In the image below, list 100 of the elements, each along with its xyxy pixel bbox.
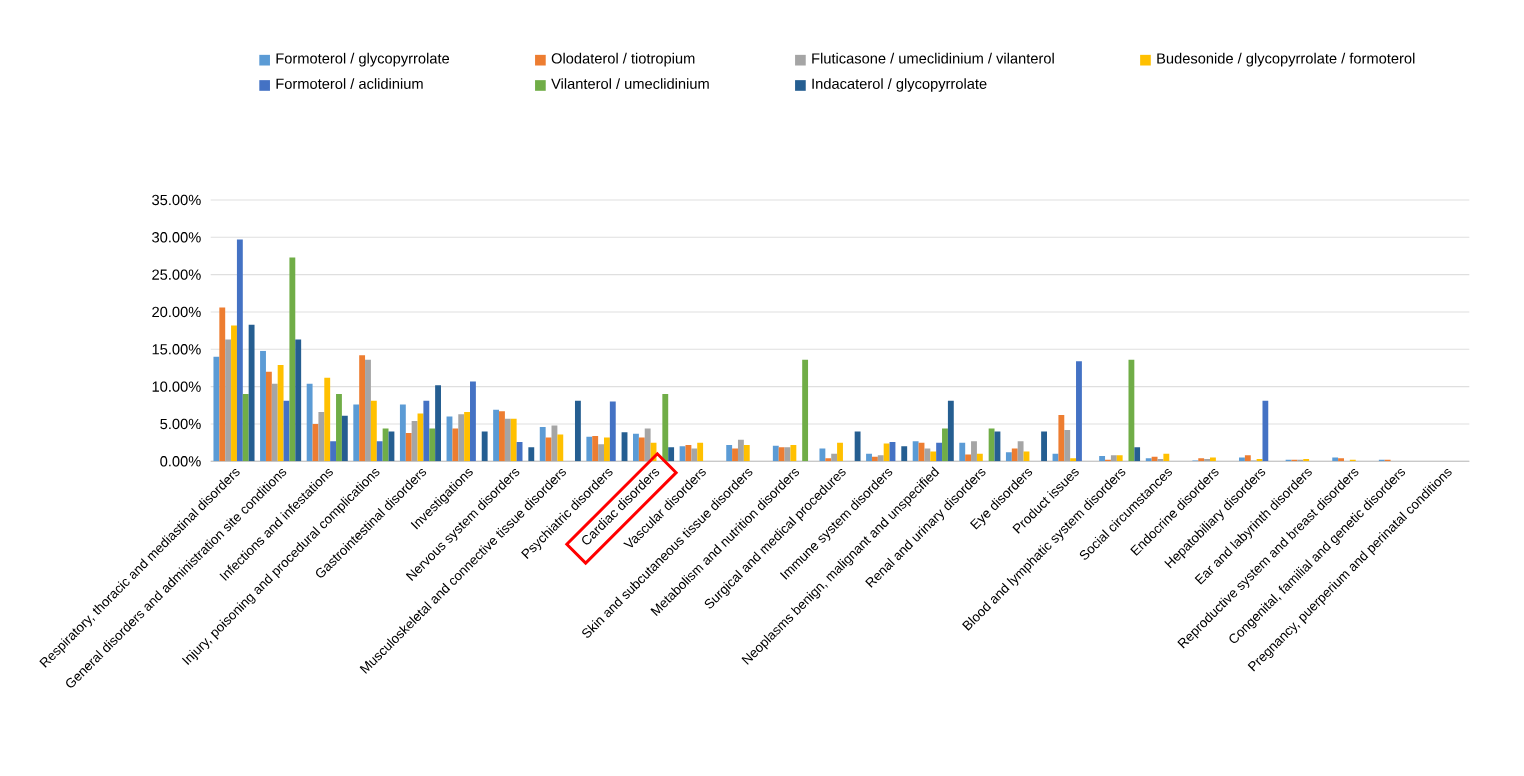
bar [854,431,861,462]
bar [365,359,371,462]
bar [604,437,610,462]
bar [1017,441,1024,462]
bar [510,418,517,462]
bar [470,381,476,462]
bar [341,415,348,462]
bar [493,409,500,462]
bar [260,350,266,462]
bar [778,447,785,462]
bar [790,444,797,462]
bar [685,444,692,462]
bar [376,441,383,462]
bar [411,420,418,462]
bar [1134,447,1141,462]
bar [965,454,972,462]
bar [405,432,412,462]
bar [871,456,878,462]
bar [1110,455,1117,462]
bar [901,446,908,462]
bar [382,428,389,462]
bar [959,442,966,462]
bar [225,339,232,462]
bar [971,441,977,462]
bar [668,447,675,462]
bar [528,447,535,462]
bar [883,443,890,462]
bar [1262,400,1269,462]
bar [213,356,220,462]
bar [458,414,465,462]
bar [988,428,995,462]
bar [1058,415,1065,462]
bar [231,325,237,462]
bar [772,445,779,462]
bar [947,400,954,462]
bar [1116,455,1123,462]
bar [592,435,599,462]
bar [399,404,406,462]
bar [691,448,698,462]
bar [435,385,441,462]
bar [936,442,943,462]
bar [662,394,669,462]
bar [539,426,546,462]
bar [1163,453,1170,462]
bar [1244,455,1251,462]
bar [429,428,436,462]
bar [819,448,826,462]
bar [574,400,581,462]
bar [802,359,809,462]
bar [370,400,377,462]
bar [1041,431,1047,462]
bar [545,437,552,462]
bar [557,434,564,462]
bar [1064,429,1071,462]
bar [295,339,302,462]
bar [306,383,313,462]
bar [912,441,919,462]
bar [219,307,226,462]
bar [644,428,651,462]
bar [942,428,948,462]
bar [464,412,471,462]
bar [877,455,884,462]
bar [289,257,296,462]
bar [609,401,616,462]
bar [324,377,331,462]
bar [638,437,645,462]
bar [1011,448,1018,462]
bar [866,453,872,462]
bar [831,453,838,462]
bar [359,355,366,462]
bar [452,428,459,462]
bar [598,444,604,462]
bar [236,239,243,462]
bar [277,364,284,462]
bar [336,394,342,462]
bar [423,400,430,462]
bar [318,412,325,462]
bar [504,418,511,462]
bar [837,442,843,462]
bar [481,431,488,462]
bar [1099,456,1106,462]
bar [737,439,744,462]
bar [976,453,983,462]
bar [930,451,937,462]
bar [271,383,278,462]
bar [1151,456,1158,462]
bar [726,444,733,462]
bar [265,371,272,462]
bar [586,436,593,462]
bar [697,442,704,462]
bar [242,394,249,462]
bar [924,448,931,462]
bar [499,411,505,462]
bar [353,404,360,462]
bar [248,324,255,462]
bar [732,448,738,462]
bar [330,441,337,462]
bar [743,444,750,462]
bar [1005,452,1012,462]
bar [1076,361,1082,462]
